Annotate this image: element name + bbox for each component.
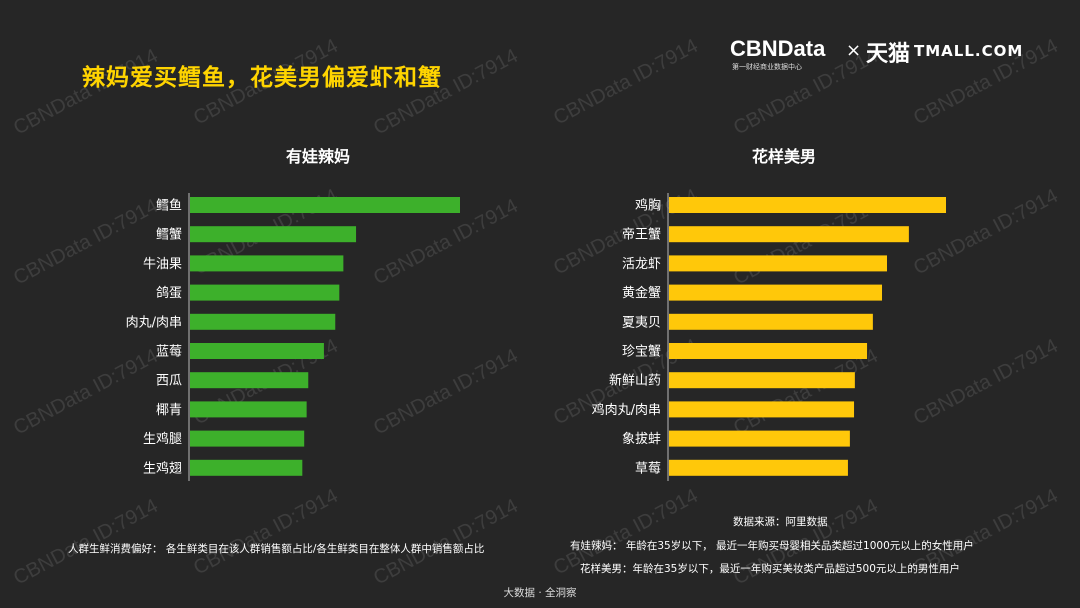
- bar-man-5: [669, 343, 867, 359]
- category-label-mom-9: 生鸡翅: [143, 460, 182, 476]
- bar-mom-0: [190, 197, 460, 213]
- category-label-mom-5: 蓝莓: [156, 345, 182, 360]
- category-label-man-8: 象拔蚌: [622, 432, 661, 447]
- bar-man-0: [669, 197, 946, 213]
- category-label-man-6: 新鲜山药: [609, 373, 661, 389]
- category-label-man-4: 夏夷贝: [622, 314, 661, 330]
- category-label-mom-7: 椰青: [156, 403, 182, 418]
- category-label-mom-0: 鳕鱼: [156, 198, 182, 214]
- bar-mom-7: [190, 401, 307, 417]
- category-label-man-0: 鸡胸: [635, 198, 661, 214]
- bar-man-9: [669, 460, 848, 476]
- note-mom-definition: 有娃辣妈： 年龄在35岁以下， 最近一年购买母婴相关品类超过1000元以上的女性…: [570, 538, 974, 553]
- bar-man-4: [669, 314, 873, 330]
- bar-mom-4: [190, 314, 335, 330]
- bar-mom-6: [190, 372, 308, 388]
- bar-man-7: [669, 401, 854, 417]
- bar-mom-3: [190, 285, 339, 301]
- bar-man-8: [669, 431, 850, 447]
- bar-man-6: [669, 372, 855, 388]
- bar-mom-1: [190, 226, 356, 242]
- category-label-man-1: 帝王蟹: [622, 227, 661, 243]
- bar-man-2: [669, 255, 887, 271]
- category-label-mom-6: 西瓜: [156, 374, 182, 389]
- category-label-man-9: 草莓: [635, 461, 661, 476]
- bar-man-3: [669, 285, 882, 301]
- category-label-mom-4: 肉丸/肉串: [126, 315, 182, 330]
- category-label-mom-8: 生鸡腿: [143, 431, 182, 447]
- category-label-mom-3: 鸽蛋: [156, 285, 182, 301]
- category-label-man-5: 珍宝蟹: [622, 345, 661, 360]
- note-data-source: 数据来源：阿里数据: [733, 514, 828, 529]
- bar-mom-5: [190, 343, 324, 359]
- bar-mom-2: [190, 255, 343, 271]
- category-label-man-7: 鸡肉丸/肉串: [592, 402, 661, 418]
- bar-mom-8: [190, 431, 304, 447]
- note-consumption-preference: 人群生鲜消费偏好： 各生鲜类目在该人群销售额占比/各生鲜类目在整体人群中销售额占…: [68, 541, 484, 556]
- note-man-definition: 花样美男：年龄在35岁以下，最近一年购买美妆类产品超过500元以上的男性用户: [580, 561, 960, 576]
- category-label-mom-1: 鳕蟹: [156, 228, 182, 243]
- category-label-man-2: 活龙虾: [622, 257, 661, 272]
- category-label-mom-2: 牛油果: [143, 257, 182, 272]
- bar-man-1: [669, 226, 909, 242]
- category-label-man-3: 黄金蟹: [622, 285, 661, 301]
- footer-slogan: 大数据 · 全洞察: [0, 585, 1080, 600]
- bar-mom-9: [190, 460, 302, 476]
